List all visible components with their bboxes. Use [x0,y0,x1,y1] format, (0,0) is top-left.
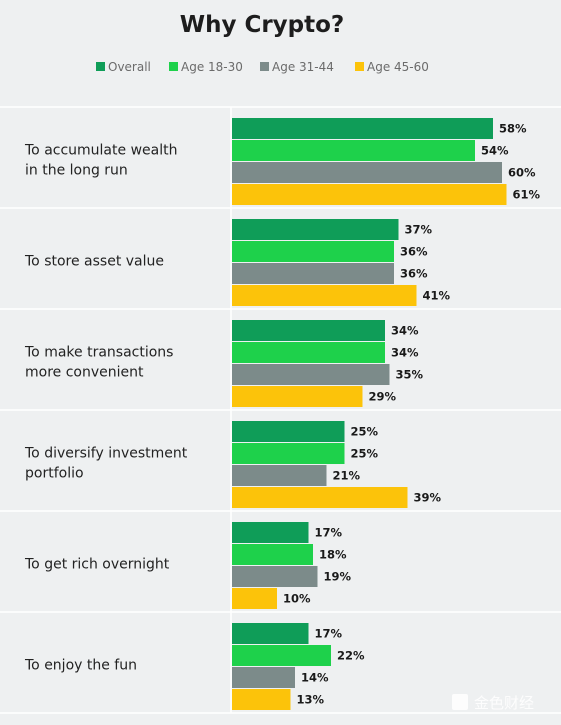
value-label-2-2: 35% [396,368,424,382]
legend-label-3: Age 45-60 [367,60,429,74]
value-label-3-3: 39% [414,491,442,505]
bar-2-1 [232,342,385,363]
bar-3-3 [232,487,408,508]
bars [232,118,507,710]
gold-logo-icon [452,694,468,710]
bar-1-3 [232,285,417,306]
bar-5-2 [232,667,295,688]
bar-4-1 [232,544,313,565]
value-label-2-0: 34% [391,324,419,338]
bar-5-3 [232,689,291,710]
value-label-2-1: 34% [391,346,419,360]
value-label-4-2: 19% [324,570,352,584]
value-label-0-0: 58% [499,122,527,136]
category-label-4-0: To get rich overnight [24,557,170,573]
legend: Overall Age 18-30 Age 31-44 Age 45-60 [96,60,429,74]
value-label-5-0: 17% [315,627,343,641]
value-label-0-1: 54% [481,144,509,158]
bar-0-1 [232,140,475,161]
value-label-2-3: 29% [369,390,397,404]
bar-5-0 [232,623,309,644]
legend-swatch-0 [96,62,105,71]
value-label-1-1: 36% [400,245,428,259]
value-labels: 58% 54% 60% 61% 37% 36% 36% 41% 34% 34% 35% 29% 25% 2… [283,122,541,707]
bar-1-1 [232,241,394,262]
category-label-0-0: To accumulate wealth [24,143,177,159]
category-label-0-1: in the long run [25,163,128,179]
category-label-5-0: To enjoy the fun [24,658,137,674]
bar-5-1 [232,645,331,666]
value-label-3-1: 25% [351,447,379,461]
bar-3-2 [232,465,327,486]
value-label-0-3: 61% [513,188,541,202]
legend-label-2: Age 31-44 [272,60,334,74]
dividers [0,106,561,714]
bar-2-2 [232,364,390,385]
bar-4-2 [232,566,318,587]
bar-0-2 [232,162,502,183]
legend-label-1: Age 18-30 [181,60,243,74]
bar-2-3 [232,386,363,407]
legend-swatch-1 [169,62,178,71]
value-label-1-2: 36% [400,267,428,281]
category-label-3-0: To diversify investment [24,446,188,462]
legend-swatch-3 [355,62,364,71]
bar-3-0 [232,421,345,442]
legend-swatch-2 [260,62,269,71]
value-label-3-2: 21% [333,469,361,483]
value-label-3-0: 25% [351,425,379,439]
value-label-1-3: 41% [423,289,451,303]
value-label-5-3: 13% [297,693,325,707]
value-label-4-1: 18% [319,548,347,562]
category-label-1-0: To store asset value [24,254,164,270]
bar-2-0 [232,320,385,341]
watermark: 金色财经 [452,694,534,712]
bar-3-1 [232,443,345,464]
value-label-0-2: 60% [508,166,536,180]
value-label-1-0: 37% [405,223,433,237]
bar-4-3 [232,588,277,609]
chart-title: Why Crypto? [180,12,345,38]
category-label-3-1: portfolio [25,466,84,482]
bar-0-0 [232,118,493,139]
bar-4-0 [232,522,309,543]
category-labels: To accumulate wealth in the long run To st… [24,143,188,674]
value-label-4-0: 17% [315,526,343,540]
bar-0-3 [232,184,507,205]
watermark-text: 金色财经 [474,694,534,712]
category-label-2-1: more convenient [25,365,144,381]
value-label-5-2: 14% [301,671,329,685]
bar-1-0 [232,219,399,240]
legend-label-0: Overall [108,60,151,74]
value-label-5-1: 22% [337,649,365,663]
category-label-2-0: To make transactions [24,345,173,361]
value-label-4-3: 10% [283,592,311,606]
bar-1-2 [232,263,394,284]
